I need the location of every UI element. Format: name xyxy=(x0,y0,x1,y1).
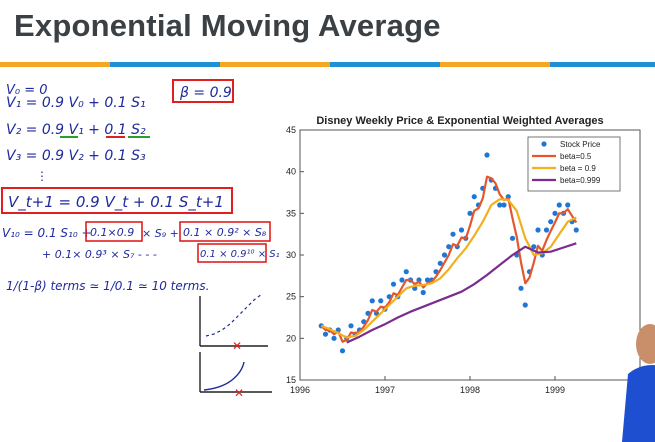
x-tick-label: 1996 xyxy=(290,385,310,395)
note-beta: β = 0.9 xyxy=(179,85,232,101)
stock-price-point xyxy=(331,335,337,341)
y-tick-label: 15 xyxy=(286,375,296,385)
stock-price-point xyxy=(522,302,528,308)
y-tick-label: 45 xyxy=(286,125,296,135)
stock-price-point xyxy=(446,244,452,250)
stock-price-point xyxy=(531,244,537,250)
stock-price-point xyxy=(390,281,397,287)
stock-price-point xyxy=(535,227,541,233)
presenter-figure xyxy=(622,324,655,442)
stripe-segment xyxy=(330,62,440,67)
note-v0: V₀ = 0 xyxy=(6,83,48,98)
series-line-3 xyxy=(346,242,577,344)
series-line-2 xyxy=(320,198,577,339)
stock-price-point xyxy=(548,219,554,225)
note-terms: 1/(1-β) terms ≃ 1/0.1 ≃ 10 terms. xyxy=(6,279,209,293)
slide-title: Exponential Moving Average xyxy=(14,8,441,43)
stock-price-point xyxy=(378,298,384,304)
term-box xyxy=(85,221,143,242)
sketch-mark-x: ✕ xyxy=(234,386,244,400)
stock-price-point xyxy=(565,202,571,208)
sketch-curve xyxy=(205,293,263,337)
stock-price-point xyxy=(339,348,346,354)
note-term3: 0.1 × 0.9² × S₈ xyxy=(183,226,267,239)
stock-price-point xyxy=(458,227,465,233)
note-term5: 0.1 × 0.9¹⁰ × S₁ xyxy=(200,249,280,260)
legend-label: beta=0.999 xyxy=(560,176,601,185)
stock-price-point xyxy=(552,210,558,216)
note-v3: V₃ = 0.9 V₂ + 0.1 S₃ xyxy=(6,148,146,164)
legend-label: beta=0.5 xyxy=(560,152,592,161)
y-tick-label: 30 xyxy=(286,250,296,260)
stock-price-point xyxy=(509,235,516,241)
x-tick-label: 1998 xyxy=(460,385,480,395)
y-axis: 15 20 25 30 35 40 45 xyxy=(286,125,304,385)
stock-price-point xyxy=(437,260,443,266)
y-tick-label: 35 xyxy=(286,208,296,218)
stock-price-point xyxy=(450,231,456,237)
legend-label: beta = 0.9 xyxy=(560,164,596,173)
stock-price-point xyxy=(348,323,354,329)
note-v2: V₂ = 0.9 V₁ + 0.1 S₂ xyxy=(6,122,146,138)
stock-price-point xyxy=(399,277,405,283)
beta-box xyxy=(172,79,234,103)
stock-price-point xyxy=(471,194,477,200)
chart-title: Disney Weekly Price & Exponential Weight… xyxy=(316,115,603,127)
stripe-segment xyxy=(220,62,330,67)
chart-legend: Stock Price beta=0.5 beta = 0.9 beta=0.999 xyxy=(527,136,621,192)
stock-price-point xyxy=(543,227,550,233)
stock-price-point xyxy=(556,202,562,208)
sketch-curve xyxy=(203,361,245,391)
x-tick-label: 1999 xyxy=(545,385,565,395)
note-ellipsis: ⋮ xyxy=(36,169,48,183)
presenter-head xyxy=(636,324,655,364)
note-term4: + 0.1× 0.9³ × S₇ - - - xyxy=(42,248,157,261)
title-stripe-bar xyxy=(0,62,655,74)
stock-price-point xyxy=(467,210,473,216)
term-box xyxy=(197,243,267,263)
formula-box xyxy=(1,187,233,214)
presenter-shirt xyxy=(622,365,655,442)
stock-price-point xyxy=(573,227,579,233)
x-tick-label: 1997 xyxy=(375,385,395,395)
ema-chart: Disney Weekly Price & Exponential Weight… xyxy=(286,115,645,395)
stock-price-point xyxy=(497,202,503,208)
y-tick-label: 25 xyxy=(286,292,296,302)
stripe-segment xyxy=(550,62,655,67)
stock-price-point xyxy=(424,277,431,283)
stock-price-point xyxy=(518,285,524,291)
stripe-segment xyxy=(440,62,550,67)
note-v10: V₁₀ = 0.1 S₁₀ + xyxy=(2,226,92,240)
note-recurrence: V_t+1 = 0.9 V_t + 0.1 S_t+1 xyxy=(8,193,224,212)
stock-price-point xyxy=(369,298,375,304)
note-term2: 0.1×0.9 xyxy=(90,226,134,239)
series-line-1 xyxy=(320,175,578,343)
stock-price-point xyxy=(403,269,409,275)
note-term2b: × S₉ + xyxy=(142,227,179,240)
stripe-segment xyxy=(110,62,220,67)
stock-price-point xyxy=(420,289,426,296)
note-v1: V₁ = 0.9 V₀ + 0.1 S₁ xyxy=(6,95,146,111)
legend-label: Stock Price xyxy=(560,140,601,149)
legend-marker xyxy=(541,141,547,147)
y-tick-label: 40 xyxy=(286,167,296,177)
stock-price-point xyxy=(501,202,507,208)
stripe-segment xyxy=(0,62,110,67)
term-box xyxy=(179,221,271,242)
stock-price-point xyxy=(484,152,490,158)
series-layer xyxy=(318,152,579,354)
stock-price-point xyxy=(441,252,448,258)
stock-price-point xyxy=(322,331,329,337)
handwritten-notes: V₀ = 0 V₁ = 0.9 V₀ + 0.1 S₁ β = 0.9 V₂ =… xyxy=(1,79,280,400)
y-tick-label: 20 xyxy=(286,333,296,343)
sketch-mark-x: ✕ xyxy=(232,339,242,353)
